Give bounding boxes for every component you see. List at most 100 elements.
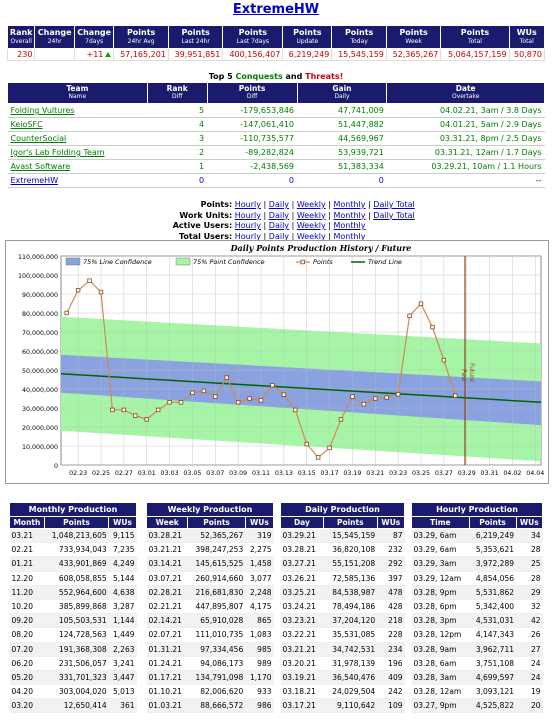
hourly-cell: 4,854,056: [469, 571, 516, 586]
active-weekly-link[interactable]: Weekly: [296, 221, 326, 230]
monthly-cell: 331,701,323: [44, 670, 109, 686]
y-tick-label: 110,000,000: [18, 254, 58, 261]
weekly-cell: 1,458: [245, 556, 274, 572]
weekly-cell: 134,791,098: [187, 670, 246, 686]
stats-value-text: 57,165,201: [120, 50, 166, 59]
hourly-cell: 4,699,597: [469, 670, 516, 686]
team-link[interactable]: Igor's Lab Folding Team: [7, 145, 148, 160]
up-arrow-icon: [105, 52, 112, 57]
monthly-cell: 07.20: [9, 642, 45, 657]
weekly-row: 01.03.21 88,666,572 986: [146, 698, 274, 714]
stats-header: Points Update: [282, 25, 333, 49]
team-link[interactable]: Folding Vultures: [7, 103, 148, 118]
stats-header: Rank Overall: [6, 25, 36, 49]
team-link[interactable]: KeioSFC: [7, 117, 148, 132]
stats-value-text: +11: [86, 50, 104, 59]
points-links-row: Points: Hourly | Daily | Weekly | Monthl…: [0, 200, 552, 211]
monthly-cell: 12,650,414: [44, 698, 109, 714]
daily-cell: 34,742,531: [323, 642, 378, 657]
team-link[interactable]: CounterSocial: [7, 131, 148, 146]
hourly-cell: 28: [516, 571, 543, 586]
weekly-cell: 319: [245, 528, 274, 544]
points-daily-link[interactable]: Daily: [268, 200, 290, 209]
monthly-row: 12.20 608,058,855 5,144: [9, 571, 137, 586]
hourly-cell: 03.29, 6am: [411, 542, 470, 558]
monthly-cell: 361: [108, 698, 137, 714]
hourly-cell: 5,353,621: [469, 542, 516, 558]
top5-cell: 0: [207, 173, 297, 188]
total-users-links-row: Total Users: Hourly | Daily | Weekly | M…: [0, 232, 552, 243]
y-tick-label: 20,000,000: [22, 425, 58, 432]
total-daily-link[interactable]: Daily: [268, 231, 290, 241]
y-tick-label: 50,000,000: [22, 368, 58, 375]
weekly-cell: 02.07.21: [146, 627, 188, 643]
top5-header-main: Team: [66, 84, 89, 93]
wu-daily-link[interactable]: Daily: [268, 210, 290, 220]
total-monthly-link[interactable]: Monthly: [333, 231, 366, 241]
hourly-cell: 03.28, 9am: [411, 642, 470, 657]
x-tick-label: 03.23: [389, 470, 407, 477]
daily-col-header: WUs: [376, 516, 406, 529]
page-title[interactable]: ExtremeHW: [232, 2, 320, 17]
weekly-row: 02.07.21 111,010,735 1,083: [146, 627, 274, 643]
data-point: [315, 455, 321, 460]
daily-production-table: Daily Production Day Points WUs 03.29.21 15,5…: [280, 502, 406, 714]
top5-title: Top 5 Conquests and Threats!: [0, 72, 552, 81]
daily-cell: 03.19.21: [280, 670, 324, 686]
daily-cell: 292: [377, 556, 405, 572]
daily-cell: 234: [377, 642, 405, 657]
top5-cell: -89,282,824: [207, 145, 297, 160]
points-monthly-link[interactable]: Monthly: [333, 200, 366, 209]
active-daily-link[interactable]: Daily: [268, 221, 290, 230]
hourly-cell: 19: [516, 684, 543, 700]
points-hourly-link[interactable]: Hourly: [234, 200, 261, 209]
weekly-col-header: Points: [187, 516, 246, 529]
active-hourly-link[interactable]: Hourly: [234, 221, 261, 230]
data-point: [361, 401, 367, 407]
active-monthly-link[interactable]: Monthly: [333, 221, 366, 230]
daily-row: 03.29.21 15,545,159 87: [280, 528, 405, 544]
weekly-cell: 97,334,456: [187, 642, 246, 657]
total-weekly-link[interactable]: Weekly: [296, 231, 326, 241]
stats-header: Points 24hr Avg: [113, 25, 169, 49]
data-point: [407, 313, 412, 319]
legend-line-conf-label: 75% Line Confidence: [83, 258, 152, 266]
wu-hourly-link[interactable]: Hourly: [234, 210, 261, 220]
weekly-cell: 986: [245, 698, 274, 714]
stats-value: [34, 48, 75, 61]
points-weekly-link[interactable]: Weekly: [296, 200, 326, 209]
daily-cell: 87: [377, 528, 405, 544]
daily-row: 03.19.21 36,540,476 409: [280, 670, 405, 686]
daily-col-header: Points: [322, 516, 378, 529]
top5-title-bang: !: [339, 72, 344, 81]
data-point: [247, 396, 252, 401]
points-daily-total-link[interactable]: Daily Total: [373, 200, 415, 209]
monthly-cell: 08.20: [9, 627, 45, 643]
stats-header-sub: Overall: [10, 38, 32, 45]
monthly-production-table: Monthly Production Month Points WUs 03.21 1,0…: [9, 502, 137, 714]
monthly-cell: 1,048,213,605: [44, 528, 109, 544]
x-tick-label: 03.25: [412, 470, 430, 477]
data-point: [281, 392, 287, 397]
y-tick-label: 90,000,000: [22, 292, 58, 299]
daily-cell: 228: [377, 627, 405, 643]
stats-value: 57,165,201: [113, 48, 169, 61]
stats-header-main: Points: [181, 28, 210, 37]
top5-cell: 04.02.21, 3am / 3.8 Days: [386, 103, 545, 118]
hourly-row: 03.29, 6am 6,219,249 34: [411, 528, 543, 544]
wu-monthly-link[interactable]: Monthly: [333, 210, 366, 220]
monthly-cell: 231,506,057: [44, 656, 109, 671]
top5-cell: -179,653,846: [207, 103, 297, 118]
total-hourly-link[interactable]: Hourly: [234, 231, 261, 241]
wu-weekly-link[interactable]: Weekly: [296, 210, 326, 220]
monthly-cell: 5,144: [108, 571, 137, 586]
top5-cell: 47,741,009: [297, 103, 387, 118]
stats-header-sub: 7days: [85, 38, 104, 45]
daily-title: Daily Production: [280, 502, 405, 517]
weekly-col-header: WUs: [244, 516, 275, 529]
team-link[interactable]: Avast Software: [7, 159, 148, 174]
monthly-cell: 3,447: [108, 670, 137, 686]
team-link[interactable]: ExtremeHW: [7, 173, 148, 188]
hourly-cell: 5,342,400: [469, 599, 516, 615]
wu-daily-total-link[interactable]: Daily Total: [373, 210, 415, 220]
